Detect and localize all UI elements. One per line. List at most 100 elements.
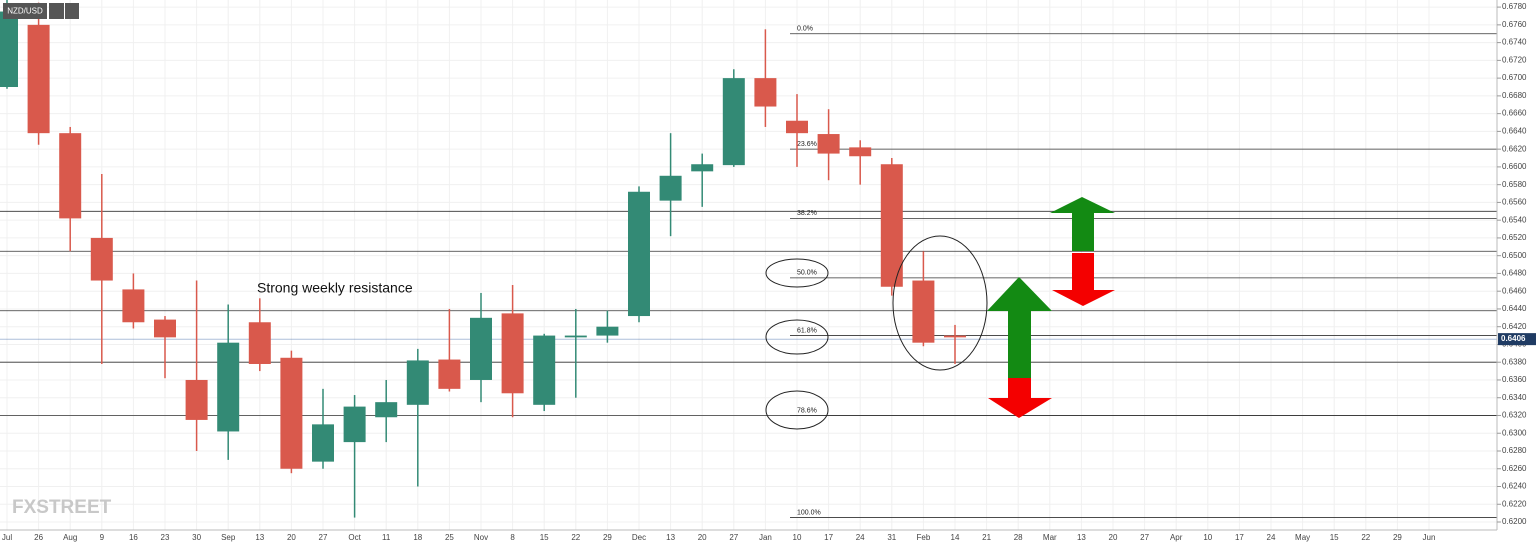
fib-label: 61.8% [797, 327, 817, 334]
y-tick-label: 0.6520 [1502, 233, 1527, 242]
y-tick-label: 0.6420 [1502, 322, 1527, 331]
levels: 0.0% 23.6% 38.2% 50.0% 61.8% 78.6% 100.0% [0, 26, 1497, 518]
y-tick-label: 0.6460 [1502, 286, 1527, 295]
refresh-button[interactable] [49, 3, 64, 19]
x-tick-label: Mar [1043, 533, 1057, 542]
fib-label: 0.0% [797, 26, 813, 33]
candle-body [0, 11, 18, 88]
highlight-ellipse [765, 390, 829, 430]
y-tick-label: 0.6600 [1502, 162, 1527, 171]
grid [0, 0, 1497, 530]
x-tick-label: 22 [571, 533, 580, 542]
fib-label: 23.6% [797, 141, 817, 148]
y-tick-label: 0.6300 [1502, 428, 1527, 437]
y-tick-label: 0.6200 [1502, 517, 1527, 526]
x-tick-label: Jun [1423, 533, 1436, 542]
x-tick-label: 13 [666, 533, 675, 542]
y-tick-label: 0.6680 [1502, 91, 1527, 100]
candle-body [912, 280, 935, 343]
candle-body [248, 322, 271, 364]
y-tick-label: 0.6620 [1502, 144, 1527, 153]
x-tick-label: Dec [632, 533, 646, 542]
y-tick-label: 0.6220 [1502, 499, 1527, 508]
candle-body [501, 313, 524, 394]
x-tick-label: 29 [1393, 533, 1402, 542]
x-tick-label: 16 [129, 533, 138, 542]
x-tick-label: 23 [161, 533, 170, 542]
candle-body [849, 147, 872, 157]
candle-body [406, 360, 429, 405]
y-tick-label: 0.6720 [1502, 55, 1527, 64]
x-tick-label: Apr [1170, 533, 1183, 542]
x-tick-label: Aug [63, 533, 77, 542]
candle-body [122, 289, 145, 323]
y-tick-label: 0.6440 [1502, 304, 1527, 313]
x-tick-label: 18 [413, 533, 422, 542]
y-tick-label: 0.6320 [1502, 411, 1527, 420]
x-tick-label: 27 [1140, 533, 1149, 542]
candle-body [944, 335, 966, 338]
candle-body [185, 379, 208, 420]
x-tick-label: Jul [2, 533, 12, 542]
y-tick-label: 0.6740 [1502, 38, 1527, 47]
x-tick-label: 29 [603, 533, 612, 542]
x-tick-label: 10 [793, 533, 802, 542]
candle-body [375, 402, 398, 418]
y-tick-label: 0.6640 [1502, 126, 1527, 135]
x-tick-label: Feb [917, 533, 931, 542]
watermark: FXSTREET [12, 497, 112, 518]
x-tick-label: 15 [540, 533, 549, 542]
x-tick-label: 15 [1330, 533, 1339, 542]
x-tick-label: 13 [255, 533, 264, 542]
y-tick-label: 0.6340 [1502, 393, 1527, 402]
x-tick-label: 26 [34, 533, 43, 542]
x-tick-label: 8 [510, 533, 515, 542]
candle-body [470, 317, 492, 380]
candle-body [59, 133, 82, 219]
x-tick-label: 20 [287, 533, 296, 542]
x-tick-label: 14 [951, 533, 960, 542]
candle-body [786, 120, 808, 134]
y-tick-label: 0.6280 [1502, 446, 1527, 455]
candle-body [754, 78, 777, 107]
candles [0, 0, 966, 518]
candle-body [722, 78, 745, 166]
y-tick-label: 0.6260 [1502, 464, 1527, 473]
candle-body [217, 342, 240, 432]
y-tick-label: 0.6560 [1502, 198, 1527, 207]
fib-label: 78.6% [797, 407, 817, 414]
y-tick-label: 0.6240 [1502, 482, 1527, 491]
candle-body [691, 164, 714, 172]
candle-body [817, 134, 840, 154]
x-tick-label: 9 [100, 533, 105, 542]
x-tick-label: 22 [1361, 533, 1370, 542]
x-tick-label: 17 [1235, 533, 1244, 542]
annotation: Strong weekly resistance [257, 280, 413, 296]
fib-label: 50.0% [797, 270, 817, 277]
y-tick-label: 0.6500 [1502, 251, 1527, 260]
last-price-label: 0.6406 [1501, 334, 1526, 343]
x-tick-label: 30 [192, 533, 201, 542]
candle-body [312, 424, 334, 462]
y-tick-label: 0.6540 [1502, 215, 1527, 224]
settings-button[interactable] [65, 3, 79, 19]
arrow [987, 277, 1052, 418]
y-tick-label: 0.6360 [1502, 375, 1527, 384]
symbol-badge [3, 3, 47, 19]
candle-body [90, 237, 113, 281]
symbol: NZD/USD [7, 7, 43, 16]
x-tick-label: 11 [382, 533, 391, 542]
x-tick-label: 24 [1267, 533, 1276, 542]
x-tick-label: 13 [1077, 533, 1086, 542]
last-price-box [1498, 333, 1536, 346]
x-tick-label: May [1295, 533, 1310, 542]
candle-body [628, 191, 650, 317]
candle-body [596, 326, 619, 336]
x-tick-label: 27 [319, 533, 328, 542]
candle-body [564, 335, 587, 338]
x-tick-label: 21 [982, 533, 991, 542]
candle-body [659, 175, 682, 201]
